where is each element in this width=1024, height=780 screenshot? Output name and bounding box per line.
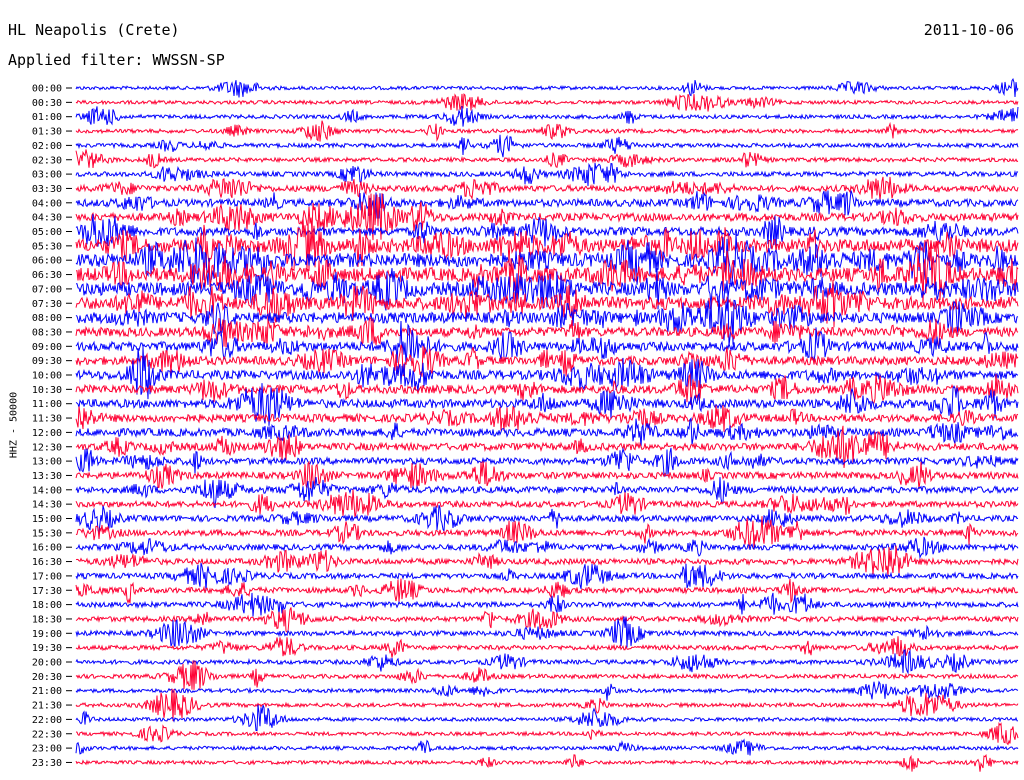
date-label: 2011-10-06 [923,21,1014,39]
row-time-label: 06:00 [32,256,62,267]
seismic-trace-1630 [75,545,1019,578]
seismic-trace-2300 [75,738,1019,756]
station-title: HL Neapolis (Crete) [8,21,180,39]
row-time-label: 09:00 [32,342,62,353]
seismic-trace-0200 [75,134,1019,158]
seismic-trace-1230 [75,425,1019,468]
row-time-label: 00:00 [32,84,62,95]
row-time-label: 05:30 [32,241,62,252]
seismic-trace-1500 [75,504,1019,534]
seismic-trace-2030 [75,660,1019,690]
seismic-trace-0500 [75,214,1019,249]
row-time-label: 20:30 [32,672,62,683]
row-time-label: 23:30 [32,758,62,769]
row-time-label: 10:30 [32,385,62,396]
row-time-label: 12:00 [32,428,62,439]
row-time-label: 03:00 [32,170,62,181]
row-time-label: 04:00 [32,198,62,209]
row-time-label: 13:30 [32,471,62,482]
seismic-trace-1730 [75,578,1019,605]
row-time-label: 01:30 [32,127,62,138]
row-time-label: 16:30 [32,557,62,568]
row-time-label: 07:00 [32,284,62,295]
seismic-trace-0130 [75,120,1019,142]
row-time-label: 06:30 [32,270,62,281]
seismic-trace-0930 [75,344,1019,377]
seismic-trace-0000 [75,77,1019,98]
seismic-trace-0600 [75,234,1019,288]
row-time-label: 02:00 [32,141,62,152]
row-time-label: 21:00 [32,686,62,697]
seismic-trace-0100 [75,105,1019,127]
row-time-label: 18:30 [32,614,62,625]
seismic-trace-0400 [75,190,1019,219]
seismic-trace-1700 [75,562,1019,591]
row-time-label: 14:00 [32,485,62,496]
seismic-trace-1930 [75,636,1019,658]
row-time-label: 16:00 [32,543,62,554]
row-time-label: 05:00 [32,227,62,238]
row-time-label: 20:00 [32,658,62,669]
seismic-trace-1100 [75,383,1019,426]
seismic-trace-0300 [75,162,1019,187]
row-time-label: 11:30 [32,414,62,425]
row-time-label: 13:00 [32,457,62,468]
row-time-label: 15:00 [32,514,62,525]
seismic-trace-2130 [75,688,1019,722]
row-time-label: 01:00 [32,112,62,123]
seismic-trace-2100 [75,680,1019,701]
seismic-trace-1800 [75,592,1019,617]
seismic-trace-1430 [75,489,1019,518]
seismic-trace-0430 [75,193,1019,241]
row-time-label: 17:30 [32,586,62,597]
row-time-label: 19:00 [32,629,62,640]
seismic-trace-0030 [75,93,1019,112]
seismic-trace-0830 [75,316,1019,348]
row-time-label: 11:00 [32,399,62,410]
seismic-trace-2200 [75,704,1019,731]
row-time-label: 21:30 [32,701,62,712]
row-time-label: 22:00 [32,715,62,726]
seismic-trace-1130 [75,404,1019,432]
seismic-trace-1830 [75,607,1019,633]
row-time-label: 07:30 [32,299,62,310]
seismic-trace-0230 [75,149,1019,169]
seismic-trace-2330 [75,754,1019,772]
row-time-label: 04:30 [32,213,62,224]
seismic-trace-2000 [75,649,1019,675]
row-time-label: 14:30 [32,500,62,511]
seismic-trace-1900 [75,616,1019,648]
row-time-label: 19:30 [32,643,62,654]
row-time-label: 08:00 [32,313,62,324]
seismic-trace-0800 [75,294,1019,346]
row-time-label: 10:00 [32,371,62,382]
seismic-trace-1300 [75,447,1019,477]
row-time-label: 12:30 [32,442,62,453]
seismic-trace-2230 [75,722,1019,746]
seismic-trace-1000 [75,346,1019,400]
filter-label: Applied filter: WWSSN-SP [8,51,225,69]
row-time-label: 22:30 [32,729,62,740]
row-time-label: 09:30 [32,356,62,367]
seismic-trace-1200 [75,417,1019,448]
row-time-label: 08:30 [32,327,62,338]
seismic-trace-0330 [75,176,1019,201]
row-time-label: 23:00 [32,744,62,755]
seismic-trace-1330 [75,460,1019,489]
row-time-label: 18:00 [32,600,62,611]
seismic-trace-1030 [75,373,1019,406]
row-time-label: 17:00 [32,571,62,582]
seismic-trace-1530 [75,516,1019,550]
seismic-trace-0730 [75,279,1019,328]
seismic-trace-1400 [75,476,1019,509]
row-time-label: 15:30 [32,528,62,539]
row-time-label: 03:30 [32,184,62,195]
seismic-trace-1600 [75,536,1019,560]
row-time-label: 00:30 [32,98,62,109]
seismic-trace-0700 [76,268,1019,311]
row-time-label: 02:30 [32,155,62,166]
